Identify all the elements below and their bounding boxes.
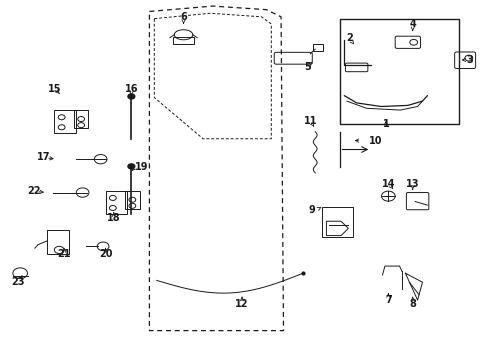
Bar bbox=[339, 19, 458, 125]
Text: 3: 3 bbox=[466, 55, 472, 65]
Text: 17: 17 bbox=[37, 152, 51, 162]
Text: 12: 12 bbox=[235, 299, 248, 309]
Text: 21: 21 bbox=[57, 248, 71, 258]
Text: 22: 22 bbox=[27, 186, 41, 196]
Text: 6: 6 bbox=[180, 12, 186, 22]
Text: 20: 20 bbox=[99, 248, 112, 258]
Text: 8: 8 bbox=[408, 299, 415, 309]
Text: 1: 1 bbox=[382, 120, 388, 129]
Circle shape bbox=[128, 164, 135, 169]
Text: 14: 14 bbox=[381, 179, 394, 189]
Text: 16: 16 bbox=[124, 84, 138, 94]
Text: 23: 23 bbox=[11, 277, 24, 287]
Text: 10: 10 bbox=[368, 136, 382, 145]
Text: 9: 9 bbox=[308, 206, 315, 216]
Text: 4: 4 bbox=[408, 19, 415, 29]
Text: 13: 13 bbox=[405, 179, 419, 189]
Text: 2: 2 bbox=[345, 33, 352, 43]
Text: 11: 11 bbox=[303, 116, 316, 126]
Text: 15: 15 bbox=[47, 84, 61, 94]
Text: 7: 7 bbox=[384, 295, 391, 305]
Text: 5: 5 bbox=[304, 62, 311, 72]
Text: 18: 18 bbox=[107, 213, 121, 222]
Text: 19: 19 bbox=[135, 162, 148, 172]
Circle shape bbox=[128, 94, 135, 99]
